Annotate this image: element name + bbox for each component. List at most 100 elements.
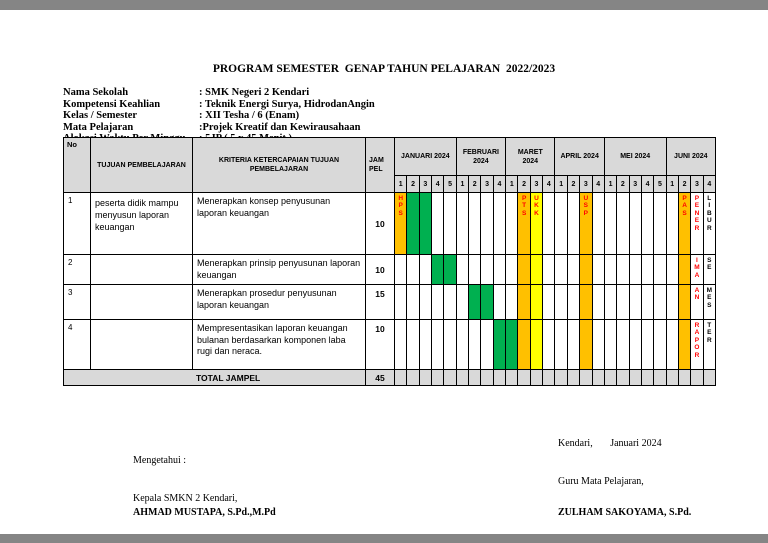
week-cell (579, 254, 593, 285)
week-cell (579, 319, 593, 370)
week-cell (591, 284, 605, 320)
total-week-cell (677, 369, 692, 386)
total-week-cell (653, 369, 667, 386)
week-cell (665, 284, 679, 320)
jam-pel-cell: 10 (365, 319, 395, 370)
week-cell: I M A (690, 254, 704, 285)
total-week-cell (702, 369, 717, 386)
week-cell (468, 254, 482, 285)
week-number: 1 (505, 175, 519, 193)
total-week-cell (665, 369, 679, 386)
table-header-row: No TUJUAN PEMBELAJARAN KRITERIA KETERCAP… (63, 137, 717, 193)
total-week-cell (455, 369, 470, 386)
kriteria-cell: Menerapkan konsep penyusunan laporan keu… (192, 192, 366, 255)
week-cell (480, 319, 494, 370)
week-cell (505, 284, 519, 320)
week-cell: P T S (517, 192, 531, 255)
week-cell (480, 254, 494, 285)
week-cell (640, 192, 655, 255)
document-page: PROGRAM SEMESTER GENAP TAHUN PELAJARAN 2… (0, 10, 768, 534)
month-header-4: APRIL 2024 (554, 137, 605, 176)
week-cell (468, 192, 482, 255)
info-label: Mata Pelajaran (63, 121, 134, 133)
kriteria-cell: Mempresentasikan laporan keuangan bulana… (192, 319, 366, 370)
week-cell (406, 192, 420, 255)
week-number: 3 (628, 175, 642, 193)
week-cell (554, 192, 568, 255)
week-cell (529, 254, 544, 285)
week-cell (492, 192, 507, 255)
total-row: TOTAL JAMPEL 45 (63, 369, 717, 386)
week-cell (677, 319, 692, 370)
week-cell (677, 254, 692, 285)
signer-role: Guru Mata Pelajaran, (558, 475, 644, 487)
total-week-cell (640, 369, 655, 386)
jam-pel-cell: 15 (365, 284, 395, 320)
week-cell (468, 284, 482, 320)
semester-program-table: No TUJUAN PEMBELAJARAN KRITERIA KETERCAP… (63, 137, 717, 386)
month-header-6: JUNI 2024 (665, 137, 717, 176)
week-cell (393, 319, 408, 370)
week-number: 3 (579, 175, 593, 193)
week-cell (603, 192, 618, 255)
week-cell (665, 254, 679, 285)
week-cell (517, 284, 531, 320)
week-cell (616, 192, 630, 255)
week-cell (616, 254, 630, 285)
info-row: Mata Pelajaran :Projek Kreatif dan Kewir… (63, 122, 375, 134)
week-cell (406, 254, 420, 285)
week-cell: U S P (579, 192, 593, 255)
week-cell: A N (690, 284, 704, 320)
approver-heading: Mengetahui : (133, 455, 187, 466)
col-header-no: No (63, 137, 91, 193)
info-row: Nama Sekolah : SMK Negeri 2 Kendari (63, 87, 375, 99)
month-header-1: JANUARI 2024 (394, 137, 457, 176)
table-row: 2 Menerapkan prinsip penyusunan laporan k… (63, 254, 717, 285)
week-cell (418, 319, 433, 370)
week-cell (393, 254, 408, 285)
table-row: 3 Menerapkan prosedur penyusunan laporan … (63, 284, 717, 320)
week-number: 1 (665, 175, 679, 193)
col-header-tujuan: TUJUAN PEMBELAJARAN (90, 137, 193, 193)
week-cell (591, 254, 605, 285)
total-week-cell (468, 369, 482, 386)
week-cell: U K K (529, 192, 544, 255)
week-cell (579, 284, 593, 320)
week-cell (517, 319, 531, 370)
total-week-cell (492, 369, 507, 386)
total-week-cell (616, 369, 630, 386)
week-number: 2 (517, 175, 531, 193)
week-cell (393, 284, 408, 320)
table-row: 1 peserta didik mampu menyusun laporan ke… (63, 192, 717, 255)
week-number: 2 (566, 175, 581, 193)
week-cell (505, 192, 519, 255)
total-week-cell (431, 369, 445, 386)
week-cell: T E R (702, 319, 717, 370)
info-label: Nama Sekolah (63, 87, 129, 98)
week-cell (492, 284, 507, 320)
week-cell (554, 254, 568, 285)
week-cell (443, 254, 457, 285)
table-row: 4 Mempresentasikan laporan keuangan bulan… (63, 319, 717, 370)
week-cell (566, 284, 581, 320)
info-row: Kompetensi Keahlian : Teknik Energi Sury… (63, 99, 375, 111)
week-cell (443, 284, 457, 320)
week-cell (554, 319, 568, 370)
week-cell (455, 254, 470, 285)
total-week-cell (603, 369, 618, 386)
week-cell: R A P O R (690, 319, 704, 370)
week-cell (640, 319, 655, 370)
week-number: 3 (418, 175, 433, 193)
month-header-2: FEBRUARI 2024 (455, 137, 507, 176)
week-cell (418, 254, 433, 285)
approver-name: AHMAD MUSTAPA, S.Pd.,M.Pd (133, 507, 276, 518)
week-cell (443, 319, 457, 370)
week-number: 2 (677, 175, 692, 193)
row-number: 3 (63, 284, 91, 320)
total-week-cell (418, 369, 433, 386)
week-number: 4 (702, 175, 717, 193)
week-number: 3 (529, 175, 544, 193)
week-cell: P A S (677, 192, 692, 255)
week-number: 4 (542, 175, 556, 193)
